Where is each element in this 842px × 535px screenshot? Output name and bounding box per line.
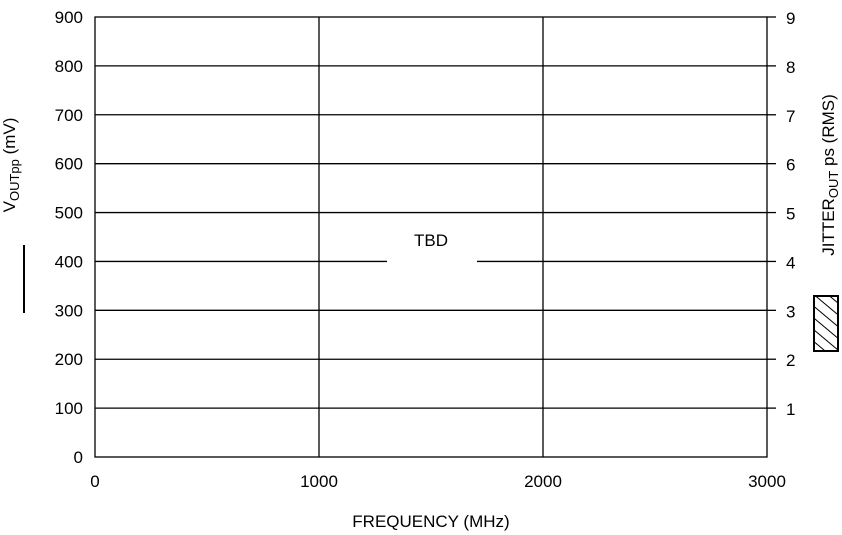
grid <box>95 17 767 457</box>
y-left-tick-label: 0 <box>74 448 83 467</box>
x-axis: 0 1000 2000 3000 <box>90 472 786 491</box>
x-tick-label: 0 <box>90 472 99 491</box>
annotation-background <box>387 225 477 270</box>
x-tick-label: 2000 <box>524 472 562 491</box>
y-left-label-main: V <box>0 200 19 212</box>
y-right-label-sub: OUT <box>826 171 841 199</box>
y-left-tick-label: 900 <box>55 8 83 27</box>
y-right-tick-label: 5 <box>786 205 795 224</box>
legend-hatched-box-marker <box>813 295 839 352</box>
plot-frame <box>94 16 768 458</box>
y-right-tick-label: 4 <box>786 253 795 272</box>
y-left-tick-label: 200 <box>55 350 83 369</box>
y-right-label-main: JITTER <box>819 198 838 256</box>
y-left-tick-label: 600 <box>55 155 83 174</box>
y-left-tick-label: 100 <box>55 399 83 418</box>
y-left-label-suffix: (mV) <box>0 118 19 160</box>
y-right-tick-label: 6 <box>786 156 795 175</box>
y-left-tick-label: 500 <box>55 204 83 223</box>
x-tick-label: 1000 <box>300 472 338 491</box>
y-left-tick-label: 400 <box>55 252 83 271</box>
y-left-tick-label: 700 <box>55 106 83 125</box>
y-right-tick-label: 2 <box>786 351 795 370</box>
y-axis-right: 1 2 3 4 5 6 7 8 9 <box>767 9 795 419</box>
annotation-tbd: TBD <box>414 231 448 250</box>
y-left-tick-label: 800 <box>55 57 83 76</box>
y-right-tick-label: 1 <box>786 400 795 419</box>
y-right-label-suffix: ps (RMS) <box>819 94 838 171</box>
y-left-label-sub: OUTpp <box>7 159 22 201</box>
y-axis-right-label: JITTEROUT ps (RMS) <box>819 94 841 256</box>
y-axis-left-label: VOUTpp (mV) <box>0 118 22 213</box>
y-right-tick-label: 9 <box>786 9 795 28</box>
x-tick-label: 3000 <box>748 472 786 491</box>
y-left-tick-label: 300 <box>55 301 83 320</box>
y-axis-left: 0 100 200 300 400 500 600 700 800 900 <box>55 8 83 467</box>
y-right-tick-label: 3 <box>786 302 795 321</box>
x-axis-label: FREQUENCY (MHz) <box>352 512 509 531</box>
y-right-tick-label: 7 <box>786 107 795 126</box>
y-right-tick-label: 8 <box>786 58 795 77</box>
